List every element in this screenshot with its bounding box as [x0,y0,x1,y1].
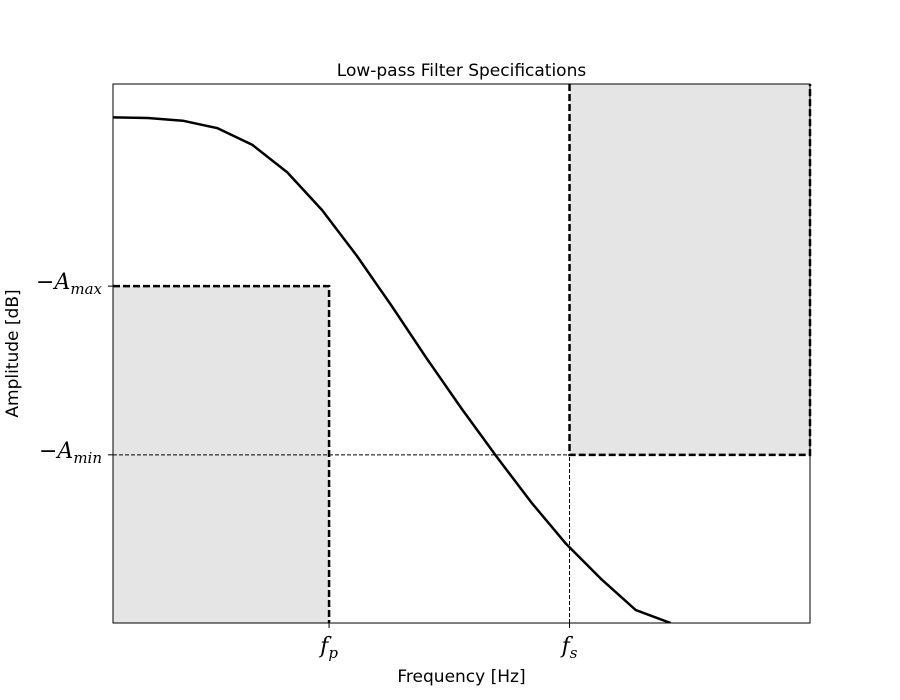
x-tick-label: fs [560,634,578,662]
response-curve-layer [113,116,672,623]
x-ticks: fp fs [318,623,578,662]
y-tick-label: −Amax [36,270,102,298]
y-tick-label-sub: max [70,280,102,298]
y-tick-label-main: −A [39,439,73,464]
passband-boundary [113,284,331,623]
guide-lines [113,454,571,623]
x-tick-label-sub: p [328,644,338,662]
axes-frame [112,83,811,624]
x-tick-label: fp [318,634,338,662]
y-tick-label-main: −A [36,270,70,295]
x-axis-label: Frequency [Hz] [397,667,525,687]
chart-title: Low-pass Filter Specifications [337,61,587,81]
y-tick-label: −Amin [39,439,102,467]
y-ticks: −Amax−Amin [36,270,113,467]
shaded-regions [113,84,810,623]
x-tick-label-sub: s [570,644,578,662]
magnitude-response-curve [113,116,672,623]
y-axis-label: Amplitude [dB] [3,289,23,417]
y-tick-label-sub: min [73,449,102,467]
stopband-region [569,84,810,455]
